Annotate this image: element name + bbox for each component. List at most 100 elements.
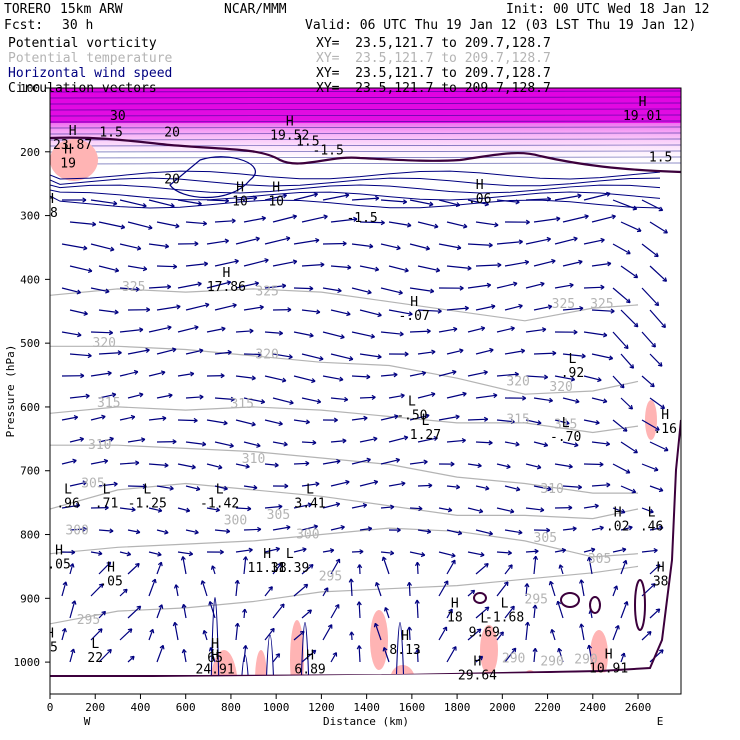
circulation-vector <box>98 221 125 229</box>
x-tick-label: 1600 <box>399 701 426 714</box>
vector-arrowhead <box>605 441 611 447</box>
theta-label: 325 <box>255 284 278 299</box>
extremum-value: 6.89 <box>294 663 325 678</box>
circulation-vector <box>214 485 228 490</box>
vector-arrowhead <box>455 202 461 208</box>
vector-arrowhead <box>106 561 112 567</box>
vector-arrowhead <box>300 630 305 636</box>
vector-arrowhead <box>649 508 654 514</box>
circulation-vector <box>554 194 582 201</box>
extremum-marker: H <box>451 596 459 611</box>
vector-arrowhead <box>275 546 281 552</box>
circulation-vector <box>301 564 314 575</box>
circulation-vector <box>649 649 664 663</box>
vector-arrowhead <box>451 552 456 558</box>
theta-label: 315 <box>97 396 120 411</box>
vector-arrowhead <box>135 286 140 292</box>
circulation-vector <box>583 548 596 553</box>
vector-arrowhead <box>620 508 626 514</box>
vector-arrowhead <box>484 201 490 207</box>
vector-arrowhead <box>158 604 164 609</box>
vector-arrowhead <box>536 464 542 470</box>
theta-label: 315 <box>230 397 253 412</box>
vector-arrowhead <box>160 370 166 376</box>
circulation-vector <box>504 647 517 663</box>
vector-arrowhead <box>282 193 288 199</box>
vector-arrowhead <box>431 349 436 355</box>
vector-arrowhead <box>524 259 530 265</box>
vector-arrowhead <box>488 530 494 536</box>
circulation-vector <box>148 286 171 289</box>
circulation-vector <box>388 309 413 315</box>
circulation-vector <box>416 562 419 575</box>
wind-plume <box>265 634 275 691</box>
extremum-value: .05 <box>47 557 70 572</box>
circulation-vector <box>206 281 231 289</box>
x-tick-label: 1800 <box>444 701 471 714</box>
vector-arrowhead <box>303 583 309 589</box>
vector-arrowhead <box>80 373 85 379</box>
vector-arrowhead <box>251 421 256 427</box>
vector-arrowhead <box>251 375 256 381</box>
circulation-vector <box>583 505 599 509</box>
extremum-marker: H <box>69 124 77 139</box>
vector-arrowhead <box>193 417 198 424</box>
circulation-vector <box>438 199 460 206</box>
extremum-value: .16 <box>653 422 676 437</box>
vector-arrowhead <box>71 600 77 605</box>
extremum-marker: H <box>661 408 669 423</box>
vector-arrowhead <box>199 394 204 400</box>
circulation-vector <box>620 652 625 663</box>
circulation-vector <box>264 419 283 425</box>
circulation-vector <box>649 221 668 234</box>
extremum-value: .8 <box>42 206 58 221</box>
extremum-marker: L <box>91 637 99 652</box>
circulation-vector <box>98 649 112 663</box>
circulation-vector <box>351 504 367 509</box>
circulation-vector <box>330 440 347 443</box>
pv-label: 30 <box>110 109 126 124</box>
x-axis-label: Distance (km) <box>323 715 409 728</box>
vector-arrowhead <box>107 370 112 376</box>
circulation-vector <box>380 243 401 249</box>
circulation-vector <box>533 485 552 490</box>
vector-arrowhead <box>356 645 362 650</box>
vector-arrowhead <box>311 649 317 655</box>
center-name: NCAR/MMM <box>224 2 287 17</box>
circulation-vector <box>475 485 490 490</box>
circulation-vector <box>69 353 92 357</box>
circulation-vector <box>641 507 654 513</box>
circulation-vector <box>61 331 82 336</box>
vector-arrowhead <box>552 350 557 356</box>
vector-arrowhead <box>127 628 133 633</box>
pv-band-line <box>50 120 681 123</box>
vector-arrowhead <box>362 503 368 509</box>
circulation-vector <box>475 655 483 663</box>
wind-contour <box>50 177 661 187</box>
circulation-vector <box>98 561 112 575</box>
circulation-vector <box>583 239 605 245</box>
circulation-vector <box>504 350 525 355</box>
vector-arrowhead <box>418 505 423 512</box>
vector-arrowhead <box>287 307 292 313</box>
vector-arrowhead <box>159 644 165 650</box>
extremum-marker: H <box>657 561 665 576</box>
vector-arrowhead <box>133 369 139 375</box>
vector-arrowhead <box>370 333 376 339</box>
vector-arrowhead <box>230 396 235 402</box>
vector-arrowhead <box>270 627 275 633</box>
circulation-vector <box>301 525 318 531</box>
circulation-vector <box>235 237 260 245</box>
circulation-vector <box>243 259 269 267</box>
circulation-vector <box>301 609 312 619</box>
vector-arrowhead <box>518 239 523 245</box>
circulation-vector <box>417 351 436 355</box>
circulation-vector <box>61 243 88 250</box>
vector-arrowhead <box>646 631 652 636</box>
vector-arrowhead <box>247 506 252 512</box>
vector-arrowhead <box>541 327 547 333</box>
circulation-vector <box>641 549 658 553</box>
circulation-vector <box>533 217 561 223</box>
extremum-marker: H <box>263 547 271 562</box>
pv-contour <box>50 136 681 174</box>
